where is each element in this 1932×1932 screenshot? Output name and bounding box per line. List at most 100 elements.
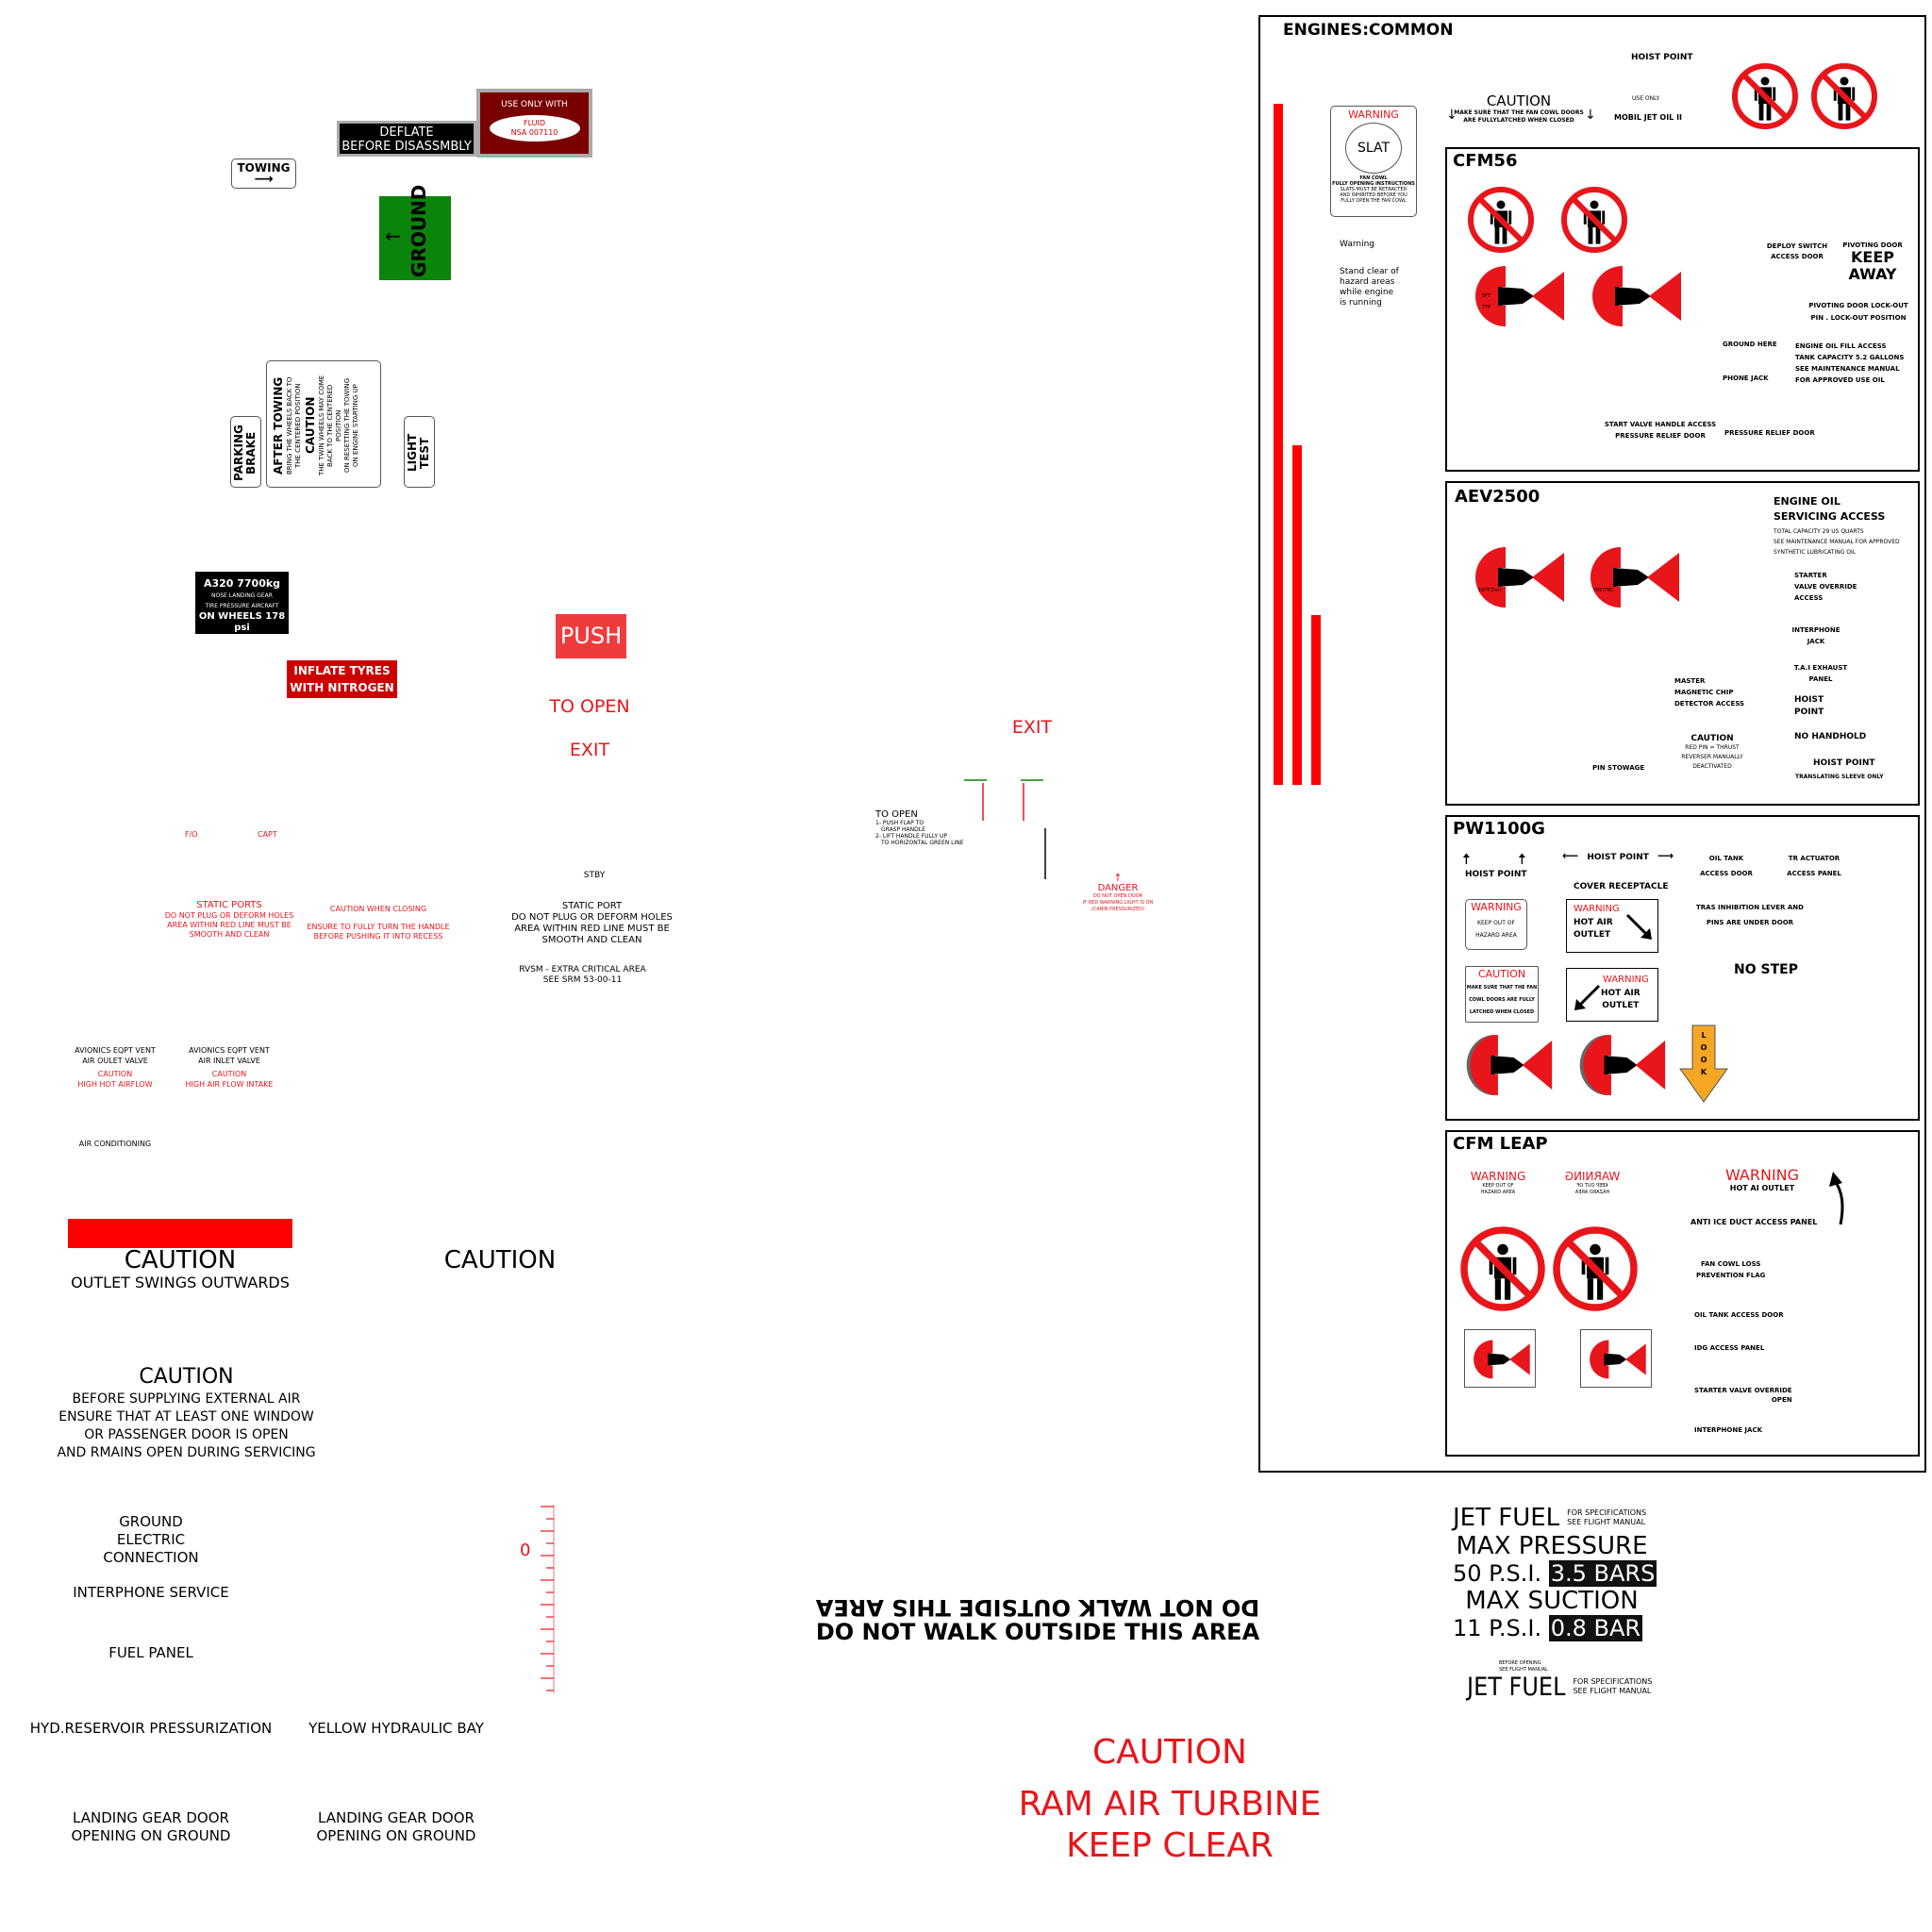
after-towing-line6: ON RESETTING THE TOWING xyxy=(343,377,351,474)
curved-arrow-icon xyxy=(1829,1172,1844,1225)
fan-cowl-l1: FAN COWL LOSS xyxy=(1701,1260,1761,1268)
static-port-l1: DO NOT PLUG OR DEFORM HOLES xyxy=(511,912,673,923)
pin-stowage-label: PIN STOWAGE xyxy=(1592,764,1645,772)
to-open-door-l2: GRASP HANDLE xyxy=(881,826,925,833)
psi50-label: 50 P.S.I. xyxy=(1453,1560,1542,1587)
pw-hot-air2-l1: HOT AIR xyxy=(1601,989,1641,998)
aev2500-section: AEV2500 xyxy=(1445,481,1920,806)
lockout-l1: PIVOTING DOOR LOCK-OUT xyxy=(1808,302,1908,309)
leap-engine-box-1 xyxy=(1464,1329,1536,1388)
arrow-up-icon: 🠅 xyxy=(1518,850,1526,868)
leap-starter-label: STARTER VALVE OVERRIDE OPEN xyxy=(1694,1386,1792,1405)
leap-hot-ai-warning: WARNING HOT AI OUTLET xyxy=(1715,1166,1809,1192)
slat-circle: SLAT xyxy=(1345,123,1402,174)
caution-ext-l1: BEFORE SUPPLYING EXTERNAL AIR xyxy=(72,1391,301,1407)
stand-clear-l4: is running xyxy=(1340,298,1382,308)
pw-tr-actuator-label: TR ACTUATOR ACCESS PANEL xyxy=(1781,851,1847,881)
to-open-door-title: TO OPEN xyxy=(875,809,918,820)
after-towing-line1: BRING THE WHEELS BACK TO xyxy=(286,376,293,475)
aev-oil-l2: SERVICING ACCESS xyxy=(1774,510,1886,523)
ground-here-label: GROUND HERE xyxy=(1723,341,1777,348)
look-o2: O xyxy=(1700,1056,1707,1064)
tyre-pressure-placard: A320 7700kg NOSE LANDING GEAR TIRE PRESS… xyxy=(195,572,289,634)
deflate-line1: DEFLATE xyxy=(379,125,434,140)
red-vertical-bar-1 xyxy=(1274,104,1283,785)
interphone-service-label: INTERPHONE SERVICE xyxy=(73,1584,229,1601)
engines-caution-title: CAUTION xyxy=(1486,92,1552,109)
no-person-icon xyxy=(1732,63,1798,129)
arrow-up-icon: 🠅 xyxy=(1462,850,1471,868)
pw-warning-title: WARNING xyxy=(1471,901,1522,913)
pw-tr-l1: TR ACTUATOR xyxy=(1788,855,1840,862)
pw-hoist-point-center-label: HOIST POINT xyxy=(1587,853,1649,862)
aev-caution-label: CAUTION RED PIN = THRUST REVERSER MANUAL… xyxy=(1665,734,1759,772)
lgd2-l2: OPENING ON GROUND xyxy=(316,1827,476,1844)
stand-clear-l2: hazard areas xyxy=(1340,277,1395,287)
landing-gear-door-label-1: LANDING GEAR DOOR OPENING ON GROUND xyxy=(38,1809,264,1845)
leap-hot-ai-label: HOT AI OUTLET xyxy=(1729,1184,1795,1192)
jet-fuel-title-2: JET FUEL xyxy=(1467,1672,1566,1702)
before-opening-l1: BEFORE OPENING xyxy=(1499,1660,1541,1666)
stand-clear-text: Stand clear of hazard areas while engine… xyxy=(1340,267,1399,308)
ground-electric-label: GROUND ELECTRIC CONNECTION xyxy=(85,1513,217,1567)
push-button[interactable]: PUSH xyxy=(556,614,626,658)
to-open-door-placard: TO OPEN 1- PUSH FLAP TO GRASP HANDLE 2- … xyxy=(875,809,989,846)
after-towing-line3: THE TWIN WHEELS MAY COME xyxy=(318,375,325,476)
cfm56-tag2: TYP xyxy=(1482,305,1491,310)
cover-receptacle-label: COVER RECEPTACLE xyxy=(1574,882,1669,891)
engine-grey-hazard-icon xyxy=(1466,1035,1553,1095)
avionics-in-l2: AIR INLET VALVE xyxy=(198,1057,260,1065)
aev-master-l3: DETECTOR ACCESS xyxy=(1674,700,1745,708)
aev-hoist-label: HOIST POINT xyxy=(1794,694,1824,719)
gauge-zero-label: 0 xyxy=(520,1541,531,1560)
pw-hoist-point-center: ⟵ HOIST POINT ⟶ xyxy=(1562,849,1674,862)
pw-oil-tank-l1: OIL TANK xyxy=(1708,855,1744,862)
leap-oil-tank-label: OIL TANK ACCESS DOOR xyxy=(1694,1311,1784,1319)
leap-warning-mirrored: WARNING KEEP OUT OF HAZARD AREA xyxy=(1555,1170,1630,1196)
jet-fuel-placard-small: BEFORE OPENING SEE FLIGHT MANUAL JET FUE… xyxy=(1467,1660,1674,1702)
arrow-diagonal-icon xyxy=(1625,913,1652,940)
pw-caution-l3: LATCHED WHEN CLOSED xyxy=(1469,1009,1535,1015)
start-valve-l1: START VALVE HANDLE ACCESS xyxy=(1604,421,1717,428)
rvsm-placard: RVSM - EXTRA CRITICAL AREA SEE SRM 53-00… xyxy=(509,965,656,986)
leap-warning-1-title: WARNING xyxy=(1470,1170,1526,1183)
cfm56-section: CFM56 xyxy=(1445,147,1920,472)
pw1100g-section: PW1100G xyxy=(1445,815,1920,1121)
aev-caution-l2: REVERSER MANUALLY xyxy=(1681,754,1743,760)
fuel-panel-label: FUEL PANEL xyxy=(108,1644,193,1661)
aev-caution-l1: RED PIN = THRUST xyxy=(1685,744,1740,751)
fluid-oval: FLUID NSA 007110 xyxy=(489,115,580,142)
red-vertical-bar-3 xyxy=(1311,615,1321,785)
to-open-door-l3: 2- LIFT HANDLE FULLY UP xyxy=(875,833,947,840)
after-towing-placard: AFTER TOWING BRING THE WHEELS BACK TO TH… xyxy=(266,360,381,488)
static-port-l2: AREA WITHIN RED LINE MUST BE xyxy=(514,924,670,934)
inflate-line2: WITH NITROGEN ONLY xyxy=(290,681,394,711)
aev-oil-label: ENGINE OIL SERVICING ACCESS xyxy=(1774,494,1885,525)
caution-outlet-placard: CAUTION OUTLET SWINGS OUTWARDS xyxy=(58,1246,302,1291)
tras-l2: PINS ARE UNDER DOOR xyxy=(1706,919,1794,926)
engine-hazard-icon xyxy=(1591,547,1679,608)
slat-l4: AND INHIBITED BEFORE YOU xyxy=(1340,192,1407,198)
leap-starter-l2: OPEN xyxy=(1771,1396,1792,1404)
aev-interphone-label: INTERPHONE JACK xyxy=(1788,625,1844,647)
pw-hot-air-warning: WARNING xyxy=(1574,904,1620,914)
brake-label: BRAKE xyxy=(244,431,258,475)
aev-master-l2: MAGNETIC CHIP xyxy=(1674,689,1734,696)
cfm56-tag1: 5FT xyxy=(1482,293,1491,299)
deploy-l2: ACCESS DOOR xyxy=(1771,253,1824,260)
ground-electric-l2: ELECTRIC xyxy=(116,1531,186,1548)
aev-tag2: IHE(7M) xyxy=(1594,588,1613,593)
aev-tag1: 16FT(5m) xyxy=(1478,588,1502,593)
caution-closing-l2: BEFORE PUSHING IT INTO RECESS xyxy=(313,932,443,941)
oil-fill-l3: SEE MAINTENANCE MANUAL xyxy=(1795,365,1900,373)
after-towing-line5: POSITION xyxy=(335,409,342,441)
test-label: TEST xyxy=(418,437,431,469)
leap-hot-warning-title: WARNING xyxy=(1724,1166,1800,1184)
aev-starter-l3: ACCESS xyxy=(1794,594,1824,602)
exit-label-right: EXIT xyxy=(1011,717,1053,738)
engines-caution-l2: ARE FULLYLATCHED WHEN CLOSED xyxy=(1463,117,1574,124)
leap-warning-2-l1: KEEP OUT OF xyxy=(1576,1183,1608,1189)
engines-panel: ENGINES:COMMON xyxy=(1258,15,1926,1473)
rat-placard: CAUTION RAM AIR TURBINE KEEP CLEAR xyxy=(1000,1729,1340,1867)
look-l: L xyxy=(1701,1031,1707,1040)
